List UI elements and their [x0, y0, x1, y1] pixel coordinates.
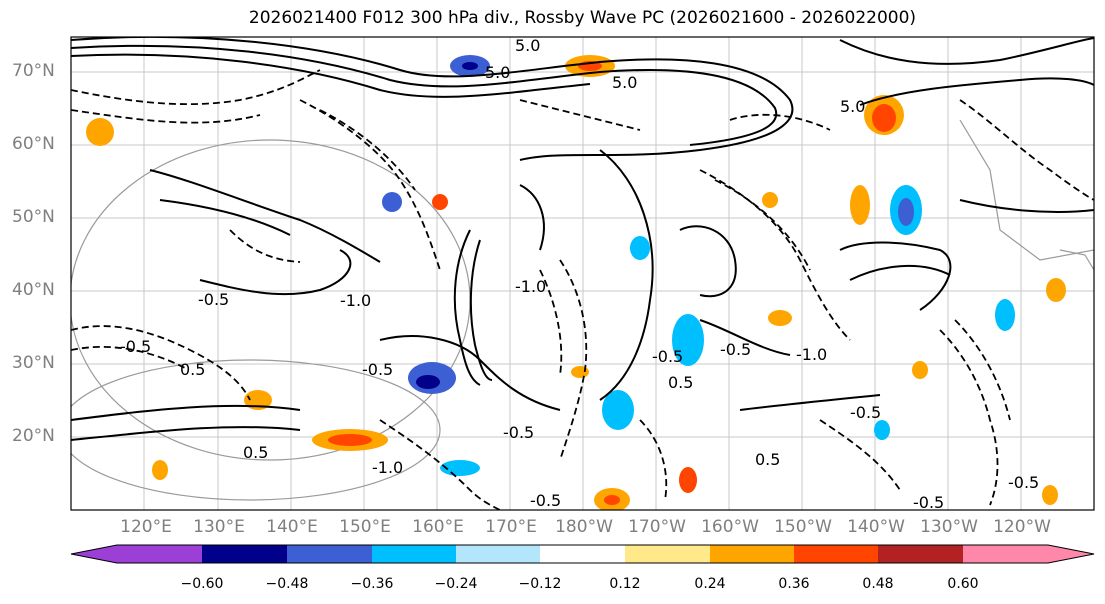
colorbar-tick: 0.48: [862, 576, 894, 592]
colorbar-tick: 0.24: [694, 576, 726, 592]
colorbar-extend-max: [1048, 545, 1094, 563]
lat-label: 60°N: [12, 134, 55, 154]
lat-label: 50°N: [12, 207, 55, 227]
colorbar-swatch: [963, 545, 1048, 563]
lon-label: 130°E: [193, 517, 245, 537]
lon-label: 150°E: [339, 517, 391, 537]
colorbar-swatch: [625, 545, 710, 563]
colorbar-extend-min: [71, 545, 117, 563]
colorbar-swatch: [287, 545, 372, 563]
negative-contours: [71, 69, 1094, 510]
colorbar-tick: 0.60: [947, 576, 979, 592]
lon-label: 120°W: [993, 517, 1051, 537]
contour-label: -0.5: [120, 337, 151, 356]
contour-label: -0.5: [530, 491, 561, 510]
colorbar-swatch: [540, 545, 625, 563]
lon-label: 160°W: [701, 517, 759, 537]
lon-label: 120°E: [120, 517, 172, 537]
contour-label: -0.5: [1008, 473, 1039, 492]
contour-label: -1.0: [796, 345, 827, 364]
lon-label: 150°W: [774, 517, 832, 537]
lon-label: 130°W: [920, 517, 978, 537]
lon-label: 170°E: [485, 517, 537, 537]
contour-label: 0.5: [755, 450, 780, 469]
colorbar-swatch: [794, 545, 878, 563]
map-plot-area: 5.0 5.0 5.0 5.0 -0.5 -0.5 -1.0 0.5 -0.5 …: [71, 36, 1094, 512]
contour-label: -0.5: [362, 360, 393, 379]
plot-frame: [70, 36, 1095, 511]
contour-label: -0.5: [720, 340, 751, 359]
colorbar-swatch: [878, 545, 963, 563]
contour-label: 5.0: [485, 63, 510, 82]
lat-label: 40°N: [12, 280, 55, 300]
map-title: 2026021400 F012 300 hPa div., Rossby Wav…: [248, 8, 917, 28]
lon-label: 170°W: [628, 517, 686, 537]
lon-label: 180°W: [555, 517, 613, 537]
colorbar: [70, 544, 1095, 564]
contour-label: 0.5: [668, 373, 693, 392]
colorbar-swatch: [456, 545, 540, 563]
colorbar-swatch: [117, 545, 202, 563]
contour-label: -1.0: [372, 458, 403, 477]
colorbar-tick: −0.48: [265, 576, 309, 592]
lat-label: 70°N: [12, 61, 55, 81]
contour-label-group: 5.0 5.0 5.0 5.0 -0.5 -0.5 -1.0 0.5 -0.5 …: [120, 36, 1039, 512]
contour-label: 0.5: [243, 443, 268, 462]
lat-label: 20°N: [12, 426, 55, 446]
colorbar-swatch: [372, 545, 456, 563]
colorbar-outline: [70, 544, 1095, 564]
colorbar-swatch: [710, 545, 794, 563]
colorbar-tick: 0.12: [609, 576, 641, 592]
colorbar-tick: −0.60: [180, 576, 224, 592]
lon-label: 160°E: [412, 517, 464, 537]
contour-label: -0.5: [850, 403, 881, 422]
colorbar-tick: −0.36: [350, 576, 394, 592]
contour-label: -0.5: [503, 423, 534, 442]
divergence-shading: [86, 55, 1066, 510]
colorbar-tick: 0.36: [778, 576, 810, 592]
contour-label: -1.0: [515, 277, 546, 296]
contour-label: -0.5: [652, 347, 683, 366]
contour-label: -1.0: [340, 291, 371, 310]
contour-label: 5.0: [612, 73, 637, 92]
lon-label: 140°W: [847, 517, 905, 537]
positive-contours: [71, 37, 1094, 441]
contour-label: -0.5: [198, 290, 229, 309]
contour-label: -0.5: [913, 493, 944, 512]
colorbar-tick: −0.24: [434, 576, 478, 592]
colorbar-swatch: [202, 545, 287, 563]
lat-label: 30°N: [12, 353, 55, 373]
lon-label: 140°E: [266, 517, 318, 537]
contour-label: 0.5: [180, 360, 205, 379]
colorbar-tick: −0.12: [518, 576, 562, 592]
contour-label: 5.0: [840, 97, 865, 116]
contour-label: 5.0: [515, 36, 540, 55]
